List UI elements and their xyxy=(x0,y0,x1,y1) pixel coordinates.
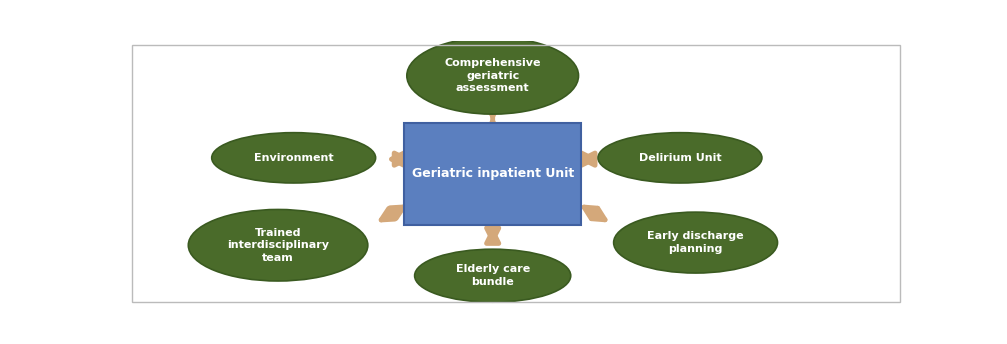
Ellipse shape xyxy=(188,209,368,281)
Text: Delirium Unit: Delirium Unit xyxy=(638,153,721,163)
Text: Environment: Environment xyxy=(254,153,333,163)
Ellipse shape xyxy=(407,37,578,114)
Text: Trained
interdisciplinary
team: Trained interdisciplinary team xyxy=(227,228,329,262)
Text: Early discharge
planning: Early discharge planning xyxy=(648,232,744,254)
Ellipse shape xyxy=(415,249,571,302)
Ellipse shape xyxy=(211,133,376,183)
Text: Geriatric inpatient Unit: Geriatric inpatient Unit xyxy=(412,167,574,180)
Text: Comprehensive
geriatric
assessment: Comprehensive geriatric assessment xyxy=(444,58,541,93)
Ellipse shape xyxy=(598,133,762,183)
FancyBboxPatch shape xyxy=(405,122,581,225)
Text: Elderly care
bundle: Elderly care bundle xyxy=(455,265,530,287)
Ellipse shape xyxy=(613,212,777,273)
